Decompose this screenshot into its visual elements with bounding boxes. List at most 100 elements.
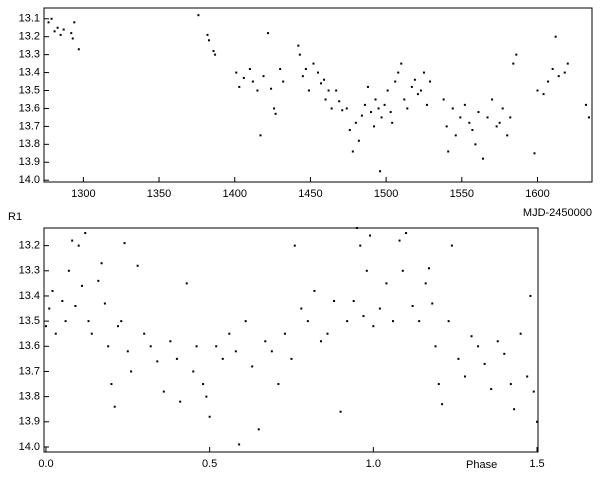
data-point bbox=[238, 85, 241, 88]
data-point bbox=[468, 121, 471, 124]
data-point bbox=[116, 325, 119, 328]
data-point bbox=[208, 415, 211, 418]
y-tick-label: 13.3 bbox=[19, 265, 40, 277]
data-point bbox=[267, 32, 270, 35]
data-point bbox=[259, 134, 262, 137]
data-point bbox=[411, 305, 414, 308]
data-point bbox=[244, 320, 247, 323]
data-point bbox=[357, 139, 360, 142]
y-axis-label: R1 bbox=[8, 211, 22, 223]
plot-frame bbox=[43, 227, 539, 453]
data-point bbox=[584, 103, 587, 106]
data-point bbox=[77, 244, 80, 247]
data-point bbox=[422, 71, 425, 74]
data-point bbox=[71, 239, 74, 242]
data-point bbox=[498, 121, 501, 124]
data-point bbox=[459, 116, 462, 119]
data-point bbox=[400, 62, 403, 65]
y-tick-label: 13.5 bbox=[19, 315, 40, 327]
data-point bbox=[169, 340, 172, 343]
data-point bbox=[389, 111, 392, 114]
data-point bbox=[297, 44, 300, 47]
data-point bbox=[317, 71, 319, 74]
data-point bbox=[320, 82, 323, 85]
data-point bbox=[214, 53, 217, 56]
data-point bbox=[360, 114, 363, 117]
data-point bbox=[54, 332, 57, 335]
data-point bbox=[519, 332, 522, 335]
data-point bbox=[330, 107, 333, 110]
data-point bbox=[264, 340, 267, 343]
data-point bbox=[120, 320, 123, 323]
x-tick-label: 1600 bbox=[525, 188, 549, 200]
data-point bbox=[179, 400, 182, 403]
data-point bbox=[490, 388, 493, 391]
y-tick-label: 13.4 bbox=[19, 290, 40, 302]
data-point bbox=[234, 350, 237, 353]
data-point bbox=[251, 80, 254, 83]
data-point bbox=[410, 85, 413, 88]
data-point bbox=[424, 282, 427, 285]
data-point bbox=[248, 67, 251, 70]
data-point bbox=[44, 325, 47, 328]
data-point bbox=[365, 269, 368, 272]
data-point bbox=[195, 345, 198, 348]
data-point bbox=[51, 289, 54, 292]
data-point bbox=[547, 80, 550, 83]
data-point bbox=[282, 80, 285, 83]
data-point bbox=[372, 325, 375, 328]
data-point bbox=[471, 128, 474, 131]
data-point bbox=[221, 357, 224, 360]
data-point bbox=[447, 150, 450, 153]
data-point bbox=[474, 143, 477, 146]
data-point bbox=[587, 116, 590, 119]
data-point bbox=[413, 78, 416, 81]
data-point bbox=[431, 302, 434, 305]
y-tick-label: 13.6 bbox=[19, 340, 40, 352]
data-point bbox=[442, 98, 445, 101]
data-point bbox=[270, 350, 273, 353]
plot-frame bbox=[43, 7, 593, 183]
data-point bbox=[463, 375, 466, 378]
data-point bbox=[110, 383, 113, 386]
data-point bbox=[235, 71, 238, 74]
x-tick-label: 1.0 bbox=[366, 458, 381, 470]
data-point bbox=[486, 116, 489, 119]
x-axis-label: MJD-2450000 bbox=[523, 207, 592, 219]
y-tick-label: 13.2 bbox=[19, 240, 40, 252]
data-point bbox=[348, 128, 351, 131]
data-point bbox=[563, 71, 566, 74]
x-tick-label: 0.5 bbox=[202, 458, 217, 470]
data-point bbox=[366, 85, 369, 88]
data-point bbox=[319, 340, 322, 343]
data-point bbox=[298, 53, 301, 56]
y-tick-label: 13.7 bbox=[19, 365, 40, 377]
data-point bbox=[385, 282, 388, 285]
data-point bbox=[515, 53, 518, 56]
data-point bbox=[429, 80, 432, 83]
data-point bbox=[416, 93, 419, 96]
data-point bbox=[512, 62, 515, 65]
data-point bbox=[418, 320, 421, 323]
data-point bbox=[526, 375, 529, 378]
data-point bbox=[197, 14, 200, 17]
data-point bbox=[495, 125, 498, 128]
x-tick-label: 1500 bbox=[374, 188, 398, 200]
data-point bbox=[130, 370, 133, 373]
y-tick-label: 13.5 bbox=[19, 84, 40, 96]
data-point bbox=[551, 67, 554, 70]
data-point bbox=[149, 345, 152, 348]
data-point bbox=[373, 125, 376, 128]
data-point bbox=[451, 107, 454, 110]
data-point bbox=[346, 320, 349, 323]
data-point bbox=[126, 350, 129, 353]
data-point bbox=[53, 30, 56, 33]
data-point bbox=[123, 242, 126, 245]
y-tick-label: 13.8 bbox=[19, 391, 40, 403]
x-tick-label: 1400 bbox=[222, 188, 246, 200]
data-point bbox=[447, 320, 450, 323]
data-point bbox=[156, 360, 159, 363]
data-point bbox=[434, 345, 437, 348]
data-point bbox=[324, 98, 327, 101]
